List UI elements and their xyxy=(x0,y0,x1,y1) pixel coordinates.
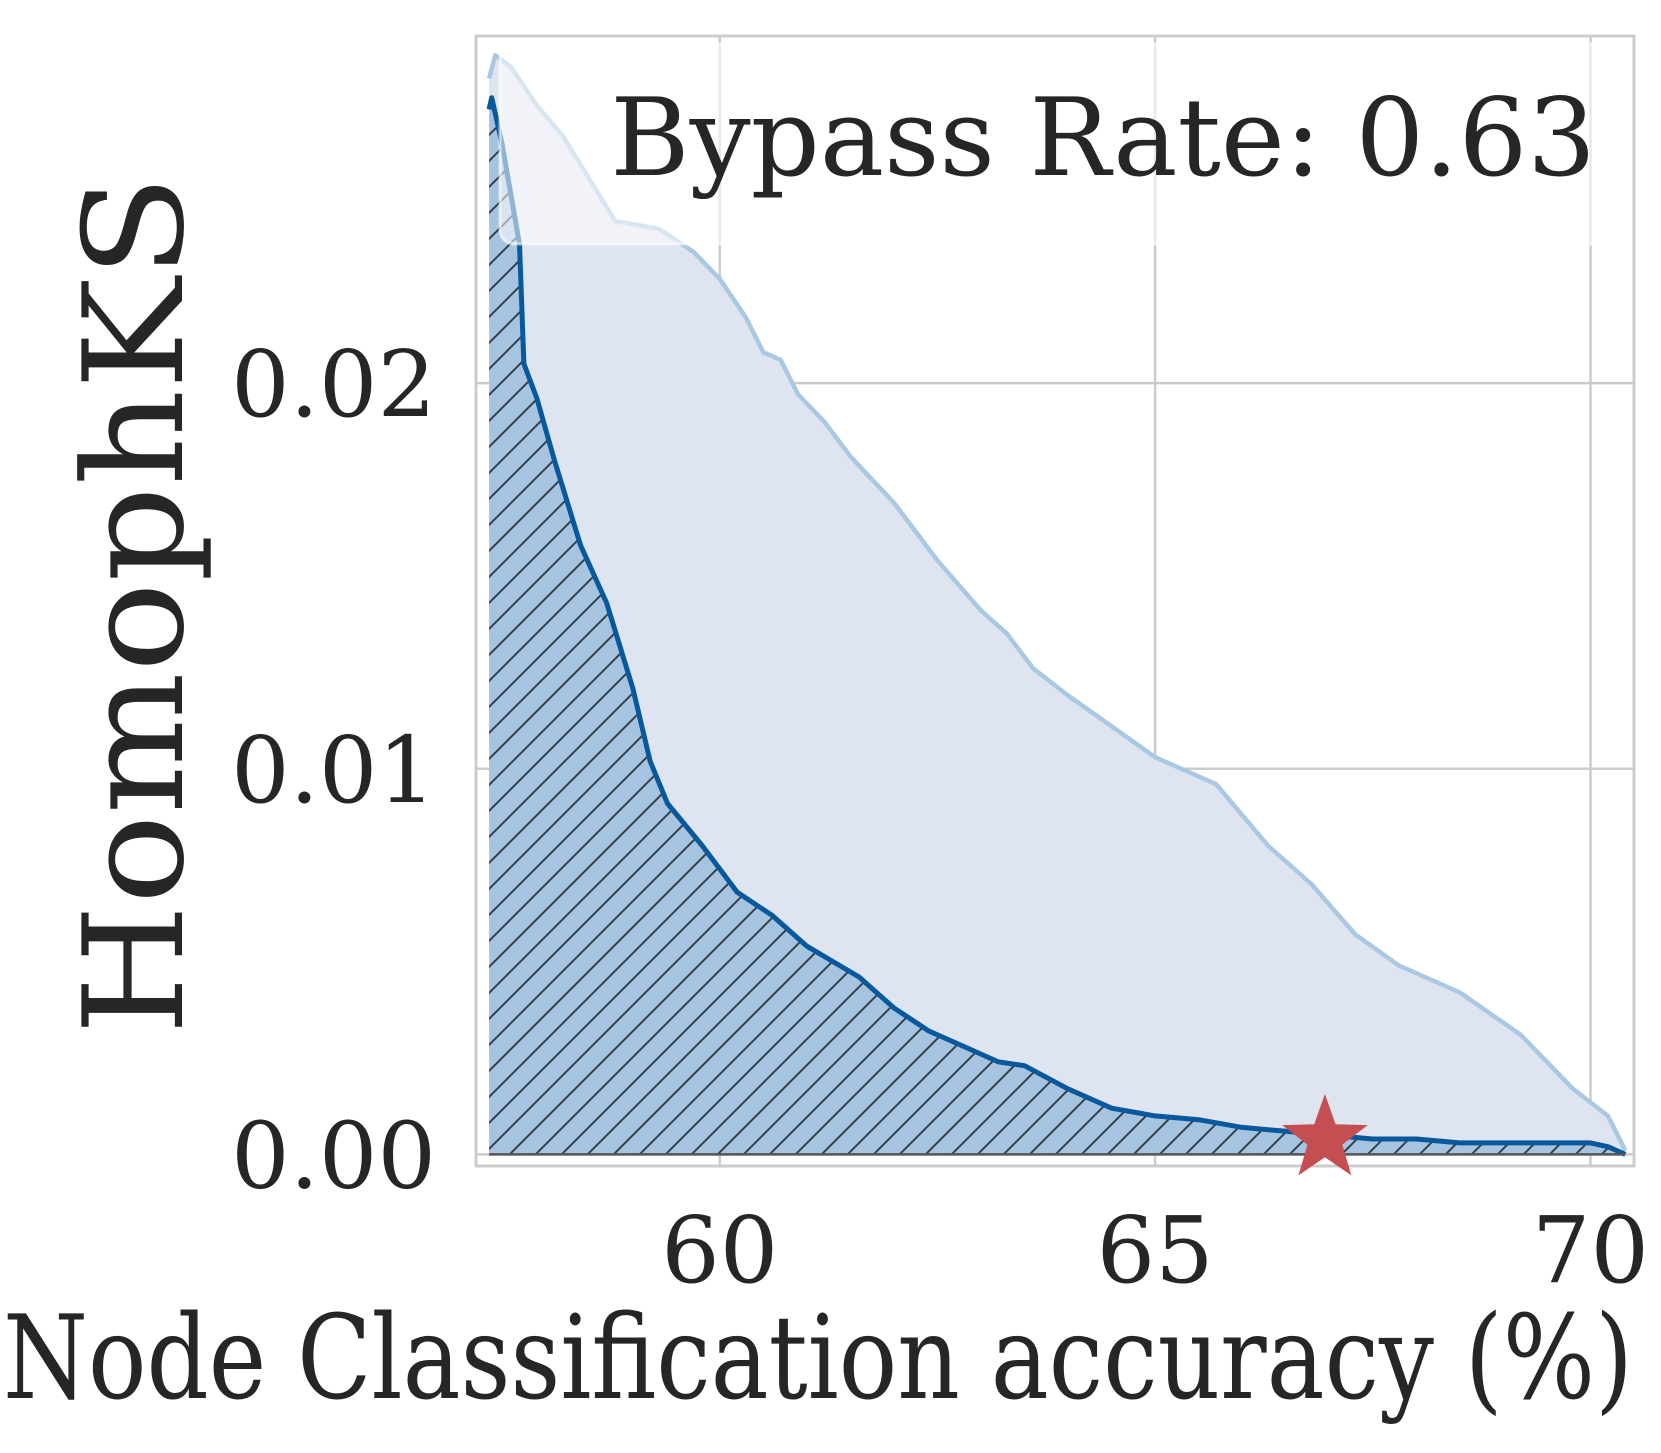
lower-region-hatch xyxy=(489,97,1626,1155)
upper-region-fill xyxy=(489,55,1626,1155)
plot-area xyxy=(486,53,1628,1157)
y-tick-label: 0.00 xyxy=(231,1102,436,1209)
axes-spines xyxy=(474,34,1636,1168)
star-marker xyxy=(1282,1093,1368,1176)
annotation-group: Bypass Rate: 0.63 xyxy=(498,42,1628,246)
axes-frame xyxy=(474,34,1636,1168)
annotation-text: Bypass Rate: 0.63 xyxy=(610,76,1596,201)
x-tick-label: 70 xyxy=(1532,1197,1649,1304)
lower-frontier-line xyxy=(486,95,1627,1157)
tick-labels: 60 65 70 0.00 0.01 0.02 xyxy=(231,331,1649,1304)
annotation-box xyxy=(498,42,1628,246)
y-tick-label: 0.02 xyxy=(231,331,436,438)
x-tick-label: 60 xyxy=(661,1197,778,1304)
x-tick-label: 65 xyxy=(1097,1197,1214,1304)
x-axis-title: Node Classification accuracy (%) xyxy=(3,1291,1633,1426)
y-axis-title: HomophKS xyxy=(54,175,215,1035)
y-tick-label: 0.01 xyxy=(231,717,436,824)
